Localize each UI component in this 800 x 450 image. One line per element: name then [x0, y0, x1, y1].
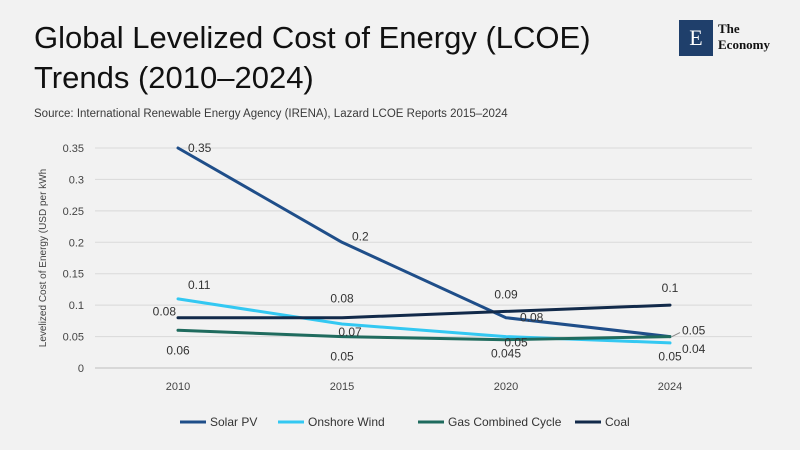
- data-label-onshore-wind: 0.11: [188, 278, 211, 292]
- y-tick-label: 0.35: [63, 143, 84, 155]
- data-label-solar-pv: 0.08: [520, 311, 544, 325]
- data-label-solar-pv: 0.35: [188, 141, 212, 155]
- legend-label-coal: Coal: [605, 415, 630, 429]
- y-tick-label: 0: [78, 363, 84, 375]
- data-label-onshore-wind: 0.04: [682, 342, 706, 356]
- y-tick-label: 0.3: [69, 174, 84, 186]
- legend-label-gas-combined-cycle: Gas Combined Cycle: [448, 415, 562, 429]
- chart-source: Source: International Renewable Energy A…: [34, 108, 508, 120]
- data-label-coal: 0.08: [330, 292, 354, 306]
- data-label-gas-combined-cycle: 0.045: [491, 347, 521, 361]
- legend-label-solar-pv: Solar PV: [210, 415, 257, 429]
- series-line-solar-pv: [176, 146, 672, 339]
- series-line-onshore-wind: [176, 297, 672, 345]
- data-label-gas-combined-cycle: 0.05: [658, 350, 682, 364]
- y-axis-label: Levelized Cost of Energy (USD per kWh: [38, 169, 49, 347]
- data-label-gas-combined-cycle: 0.05: [330, 350, 354, 364]
- x-tick-label: 2015: [330, 381, 354, 393]
- y-tick-label: 0.05: [63, 332, 84, 344]
- x-tick-label: 2020: [494, 381, 518, 393]
- data-label-solar-pv: 0.2: [352, 229, 369, 243]
- data-label-gas-combined-cycle: 0.06: [166, 343, 190, 357]
- x-tick-label: 2024: [658, 381, 682, 393]
- data-label-onshore-wind: 0.05: [504, 336, 528, 350]
- y-tick-label: 0.2: [69, 237, 84, 249]
- series-line-coal: [176, 303, 672, 320]
- logo-mark: E: [679, 20, 713, 56]
- data-label-solar-pv: 0.05: [682, 324, 706, 338]
- logo-line-1: The: [718, 21, 740, 36]
- legend-label-onshore-wind: Onshore Wind: [308, 415, 385, 429]
- data-label-coal: 0.08: [153, 305, 177, 319]
- logo-line-2: Economy: [718, 37, 770, 52]
- x-tick-label: 2010: [166, 381, 190, 393]
- chart-title: Global Levelized Cost of Energy (LCOE) T…: [34, 20, 591, 95]
- data-label-onshore-wind: 0.07: [338, 325, 362, 339]
- data-label-coal: 0.1: [662, 281, 679, 295]
- y-tick-label: 0.15: [63, 269, 84, 281]
- logo-wordmark: The Economy: [718, 21, 770, 53]
- series-line-gas-combined-cycle: [176, 328, 672, 342]
- data-label-coal: 0.09: [494, 287, 518, 301]
- y-tick-label: 0.25: [63, 206, 84, 218]
- y-tick-label: 0.1: [69, 300, 84, 312]
- data-label-leader: [671, 332, 681, 338]
